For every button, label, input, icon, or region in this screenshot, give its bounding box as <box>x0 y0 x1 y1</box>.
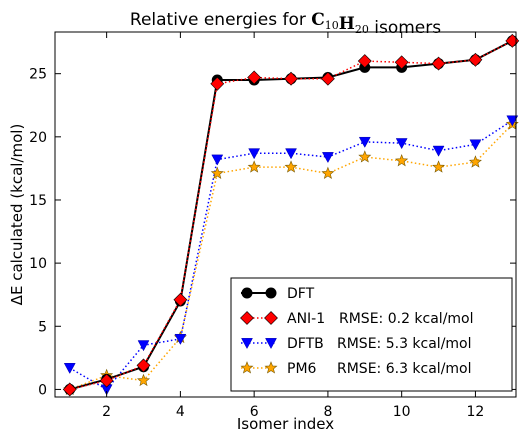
x-tick-label: 2 <box>102 404 111 420</box>
data-point-ani-1 <box>173 292 188 307</box>
title-suffix: isomers <box>369 18 441 38</box>
legend-marker-ani-1 <box>240 311 254 325</box>
legend-label-dft: DFT <box>287 286 315 302</box>
data-point-pm6 <box>321 166 335 179</box>
title-formula-subscript: 20 <box>355 23 369 36</box>
data-point-dftb <box>506 115 519 127</box>
legend-rmse-pm6: RMSE: 6.3 kcal/mol <box>337 361 472 377</box>
data-point-ani-1 <box>431 56 446 71</box>
data-point-ani-1 <box>357 54 372 68</box>
title-prefix: Relative energies for <box>130 10 311 30</box>
legend-marker-dftb <box>265 338 277 350</box>
data-point-dftb <box>358 136 371 148</box>
axes-frame <box>54 31 517 398</box>
legend-rmse-dftb: RMSE: 5.3 kcal/mol <box>337 336 472 352</box>
legend-label-dftb: DFTB <box>287 336 324 352</box>
title-formula-element: H <box>339 14 355 34</box>
data-point-ani-1 <box>468 52 483 67</box>
data-point-pm6 <box>468 155 482 168</box>
legend-rmse-ani-1: RMSE: 0.2 kcal/mol <box>339 311 474 327</box>
legend-marker-dft <box>265 287 277 299</box>
axes: 2 4 6 8 10 12 0 5 10 15 20 25 Isomer index ΔE calcula… <box>8 31 517 433</box>
legend-marker-ani-1 <box>264 311 278 325</box>
data-point-dftb <box>174 333 187 345</box>
data-point-ani-1 <box>505 33 520 48</box>
data-point-ani-1 <box>210 76 225 91</box>
legend-box <box>230 277 513 392</box>
data-point-ani-1 <box>320 71 335 86</box>
y-tick-label: 20 <box>29 130 47 146</box>
y-tick-label: 25 <box>29 67 47 83</box>
legend-marker-pm6 <box>264 361 278 374</box>
legend-marker-dft <box>241 287 253 299</box>
data-point-pm6 <box>210 166 224 179</box>
plot-area <box>62 33 520 397</box>
data-point-ani-1 <box>136 358 151 373</box>
title-formula-subscript: 10 <box>325 19 339 32</box>
y-tick-label: 0 <box>38 382 47 398</box>
legend-marker-pm6 <box>240 361 254 374</box>
data-point-dftb <box>63 363 76 374</box>
data-point-ani-1 <box>394 55 409 70</box>
data-point-ani-1 <box>247 70 262 85</box>
legend: DFT ANI-1 RMSE: 0.2 kcal/mol DFTB RMSE: 5.3 … <box>230 277 513 392</box>
chart-title: Relative energies for C10H20 isomers <box>130 10 441 38</box>
legend-label-pm6: PM6 <box>287 361 317 377</box>
data-point-dftb <box>321 152 334 164</box>
data-point-dftb <box>395 138 408 150</box>
x-tick-label: 10 <box>393 404 411 420</box>
data-point-ani-1 <box>62 382 77 397</box>
x-tick-label: 12 <box>467 404 485 420</box>
data-point-dftb <box>211 154 224 166</box>
data-point-ani-1 <box>99 373 114 388</box>
data-point-ani-1 <box>284 71 298 86</box>
chart-title-text: Relative energies for C10H20 isomers <box>130 10 441 38</box>
data-point-pm6 <box>358 150 372 163</box>
data-point-pm6 <box>137 373 151 387</box>
legend-marker-dftb <box>241 338 253 350</box>
legend-label-ani-1: ANI-1 <box>287 311 325 327</box>
y-tick-label: 5 <box>38 319 47 335</box>
data-point-dftb <box>432 145 445 157</box>
data-point-dftb <box>248 148 261 160</box>
x-axis-label: Isomer index <box>237 415 334 433</box>
data-point-pm6 <box>284 160 298 173</box>
data-point-dftb <box>469 139 482 151</box>
data-point-pm6 <box>395 153 409 167</box>
x-tick-label: 4 <box>176 404 185 420</box>
y-tick-label: 10 <box>29 256 47 272</box>
x-tick-label: 8 <box>323 404 332 420</box>
data-point-pm6 <box>247 160 261 173</box>
y-tick-label: 15 <box>29 193 47 209</box>
y-axis-label: ΔE calculated (kcal/mol) <box>8 124 26 306</box>
data-point-dftb <box>285 148 297 160</box>
data-point-pm6 <box>432 160 446 173</box>
title-formula-element: C <box>311 10 325 30</box>
x-tick-label: 6 <box>250 404 259 420</box>
data-point-dftb <box>137 340 150 352</box>
